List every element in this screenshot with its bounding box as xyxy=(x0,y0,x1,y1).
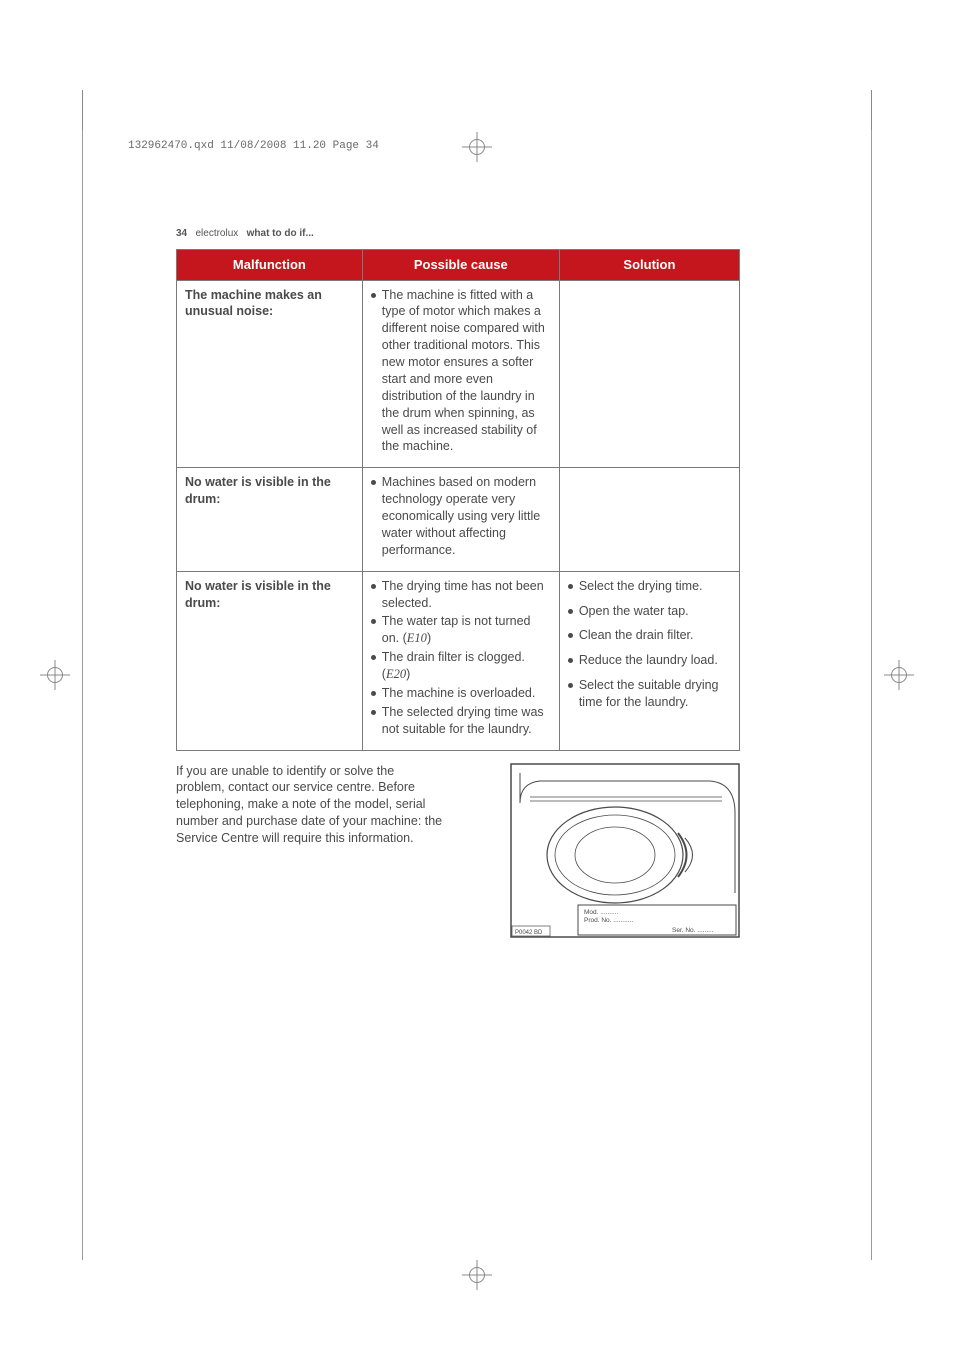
diagram-corner-code: P0042 BD xyxy=(515,930,543,936)
bullet-icon xyxy=(568,683,573,688)
page-number: 34 xyxy=(176,228,187,239)
bullet-icon xyxy=(371,293,376,298)
table-row: No water is visible in the drum: The dry… xyxy=(177,571,740,750)
brand-name: electrolux xyxy=(195,228,238,239)
solution-cell xyxy=(559,280,739,468)
diagram-ser-label: Ser. No. ......... xyxy=(672,927,714,934)
bullet-icon xyxy=(371,584,376,589)
solution-text: Open the water tap. xyxy=(579,603,689,620)
solution-text: Reduce the laundry load. xyxy=(579,652,718,669)
bullet-icon xyxy=(371,710,376,715)
solution-text: Select the drying time. xyxy=(579,578,703,595)
col-header-cause: Possible cause xyxy=(362,250,559,281)
cause-cell: The machine is fitted with a type of mot… xyxy=(362,280,559,468)
troubleshooting-table: Malfunction Possible cause Solution The … xyxy=(176,249,740,751)
malfunction-cell: No water is visible in the drum: xyxy=(177,468,363,571)
rating-plate-diagram: Mod. .......... Prod. No. ........... Se… xyxy=(510,763,740,943)
crop-mark xyxy=(82,90,83,130)
bullet-icon xyxy=(568,658,573,663)
cause-text: Machines based on modern technology oper… xyxy=(382,474,551,558)
bullet-icon xyxy=(371,480,376,485)
error-code: E10 xyxy=(407,631,427,645)
bullet-icon xyxy=(371,691,376,696)
malfunction-cell: No water is visible in the drum: xyxy=(177,571,363,750)
cause-text: The water tap is not turned on. (E10) xyxy=(382,613,551,647)
page-content: 34 electrolux what to do if... Malfuncti… xyxy=(176,228,740,943)
cause-text: The drying time has not been selected. xyxy=(382,578,551,612)
malfunction-cell: The machine makes an unusual noise: xyxy=(177,280,363,468)
bullet-icon xyxy=(568,609,573,614)
col-header-solution: Solution xyxy=(559,250,739,281)
bullet-icon xyxy=(568,584,573,589)
section-title: what to do if... xyxy=(247,228,314,239)
cause-text: The drain filter is clogged. (E20) xyxy=(382,649,551,683)
diagram-prod-label: Prod. No. ........... xyxy=(584,917,633,924)
registration-cross-bottom xyxy=(462,1260,492,1290)
cause-text: The machine is overloaded. xyxy=(382,685,536,702)
crop-mark xyxy=(871,90,872,130)
print-job-info: 132962470.qxd 11/08/2008 11.20 Page 34 xyxy=(128,140,379,152)
table-row: The machine makes an unusual noise: The … xyxy=(177,280,740,468)
solution-cell: Select the drying time. Open the water t… xyxy=(559,571,739,750)
running-header: 34 electrolux what to do if... xyxy=(176,228,740,239)
registration-cross-left xyxy=(40,660,70,690)
bullet-icon xyxy=(371,619,376,624)
registration-cross-right xyxy=(884,660,914,690)
solution-text: Clean the drain filter. xyxy=(579,627,694,644)
cause-cell: The drying time has not been selected. T… xyxy=(362,571,559,750)
error-code: E20 xyxy=(386,667,406,681)
diagram-mod-label: Mod. .......... xyxy=(584,909,619,916)
cause-cell: Machines based on modern technology oper… xyxy=(362,468,559,571)
bullet-icon xyxy=(371,655,376,660)
service-centre-note: If you are unable to identify or solve t… xyxy=(176,763,446,847)
bullet-icon xyxy=(568,633,573,638)
solution-text: Select the suitable drying time for the … xyxy=(579,677,731,711)
cause-text: The selected drying time was not suitabl… xyxy=(382,704,551,738)
table-row: No water is visible in the drum: Machine… xyxy=(177,468,740,571)
col-header-malfunction: Malfunction xyxy=(177,250,363,281)
cause-text: The machine is fitted with a type of mot… xyxy=(382,287,551,456)
solution-cell xyxy=(559,468,739,571)
